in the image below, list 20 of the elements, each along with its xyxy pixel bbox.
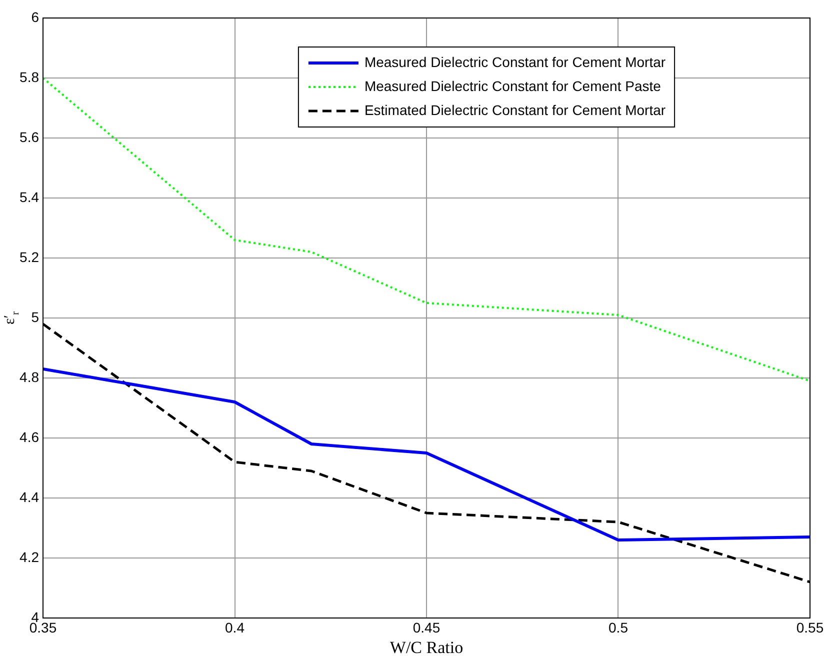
- y-tick-label: 4.6: [20, 428, 40, 445]
- y-tick-label: 4.2: [20, 548, 40, 565]
- y-tick-label: 5: [31, 308, 40, 325]
- y-tick-label: 5.2: [20, 248, 40, 265]
- y-axis-title: ε′r: [2, 310, 22, 325]
- y-tick-label: 5.4: [20, 188, 40, 205]
- y-tick-label: 5.6: [20, 128, 40, 145]
- x-tick-label: 0.55: [796, 619, 824, 636]
- y-tick-label: 6: [31, 8, 40, 25]
- legend-label: Measured Dielectric Constant for Cement Paste: [364, 78, 662, 94]
- x-tick-label: 0.5: [608, 619, 628, 636]
- legend-label: Estimated Dielectric Constant for Cement Mortar: [364, 102, 666, 118]
- y-tick-label: 5.8: [20, 68, 40, 85]
- legend-label: Measured Dielectric Constant for Cement Mortar: [364, 54, 666, 70]
- x-tick-label: 0.45: [412, 619, 440, 636]
- y-tick-label: 4.4: [20, 488, 40, 505]
- x-axis-title: W/C Ratio: [390, 638, 464, 656]
- x-tick-label: 0.4: [225, 619, 245, 636]
- y-tick-label: 4.8: [20, 368, 40, 385]
- line-series: [43, 77, 810, 382]
